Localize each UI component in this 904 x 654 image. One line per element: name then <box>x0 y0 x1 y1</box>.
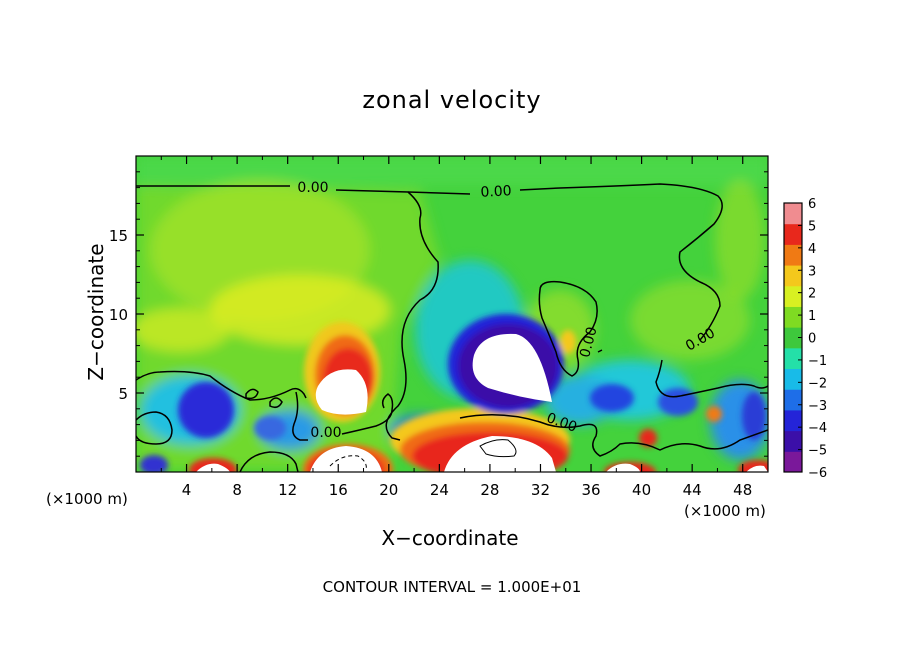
x-tick-label: 4 <box>182 481 192 499</box>
colorbar-tick-label: −1 <box>808 354 827 369</box>
x-tick-label: 20 <box>379 481 398 499</box>
colorbar-tick-label: −4 <box>808 421 827 436</box>
x-tick-label: 48 <box>733 481 752 499</box>
colorbar-tick-label: −2 <box>808 376 827 391</box>
y-tick-label: 5 <box>118 385 128 403</box>
x-tick-label: 40 <box>632 481 651 499</box>
x-unit-label-right: (×1000 m) <box>684 502 766 520</box>
colorbar-tick-label: 5 <box>808 219 816 234</box>
colorbar-swatch <box>784 389 802 411</box>
colorbar-tick-label: 4 <box>808 242 816 257</box>
colorbar-swatch <box>784 223 802 245</box>
colorbar-swatch <box>784 306 802 328</box>
colorbar-swatch <box>784 430 802 452</box>
x-tick-label: 28 <box>480 481 499 499</box>
x-tick-label: 44 <box>683 481 702 499</box>
colorbar-swatch <box>784 265 802 287</box>
colorbar-tick-label: 3 <box>808 264 816 279</box>
colorbar-tick-label: 0 <box>808 332 816 347</box>
colorbar-swatch <box>784 451 802 473</box>
colorbar-swatch <box>784 244 802 266</box>
colorbar-swatch <box>784 327 802 349</box>
x-unit-label-left: (×1000 m) <box>46 490 128 508</box>
colorbar: 6 5 4 3 2 1 0 −1 −2 −3 −4 −5 −6 <box>783 197 827 481</box>
colorbar-tick-label: −3 <box>808 399 827 414</box>
y-tick-label: 10 <box>109 306 128 324</box>
colorbar-tick-label: 1 <box>808 309 816 324</box>
colorbar-tick-label: −5 <box>808 444 827 459</box>
colorbar-tick-label: −6 <box>808 466 827 481</box>
contour-label: 0.00 <box>310 425 341 441</box>
x-tick-label: 8 <box>232 481 242 499</box>
colorbar-swatch <box>784 347 802 370</box>
x-tick-label: 32 <box>531 481 550 499</box>
x-tick-label: 12 <box>278 481 297 499</box>
y-axis-label: Z−coordinate <box>84 243 108 381</box>
x-axis-label: X−coordinate <box>381 526 519 550</box>
chart-title: zonal velocity <box>362 86 542 114</box>
x-tick-label: 36 <box>581 481 600 499</box>
x-tick-label: 16 <box>329 481 348 499</box>
contour-interval-note: CONTOUR INTERVAL = 1.000E+01 <box>322 578 582 596</box>
heatmap-field <box>136 156 768 472</box>
x-tick-label: 24 <box>430 481 449 499</box>
y-axis: 5 10 15 <box>109 171 768 457</box>
colorbar-swatch <box>784 368 802 390</box>
colorbar-swatch <box>784 285 802 307</box>
contour-label: 0.00 <box>297 180 328 196</box>
colorbar-tick-label: 6 <box>808 197 816 212</box>
contour-label: 0.00 <box>577 325 601 359</box>
zero-contours <box>136 183 768 472</box>
colorbar-swatch <box>784 203 802 225</box>
x-axis: 4 8 12 16 20 24 28 32 36 40 44 48 <box>160 156 752 499</box>
colorbar-tick-label: 2 <box>808 287 816 302</box>
y-tick-label: 15 <box>109 227 128 245</box>
colorbar-swatch <box>784 409 802 432</box>
contour-label: 0.00 <box>480 183 512 201</box>
